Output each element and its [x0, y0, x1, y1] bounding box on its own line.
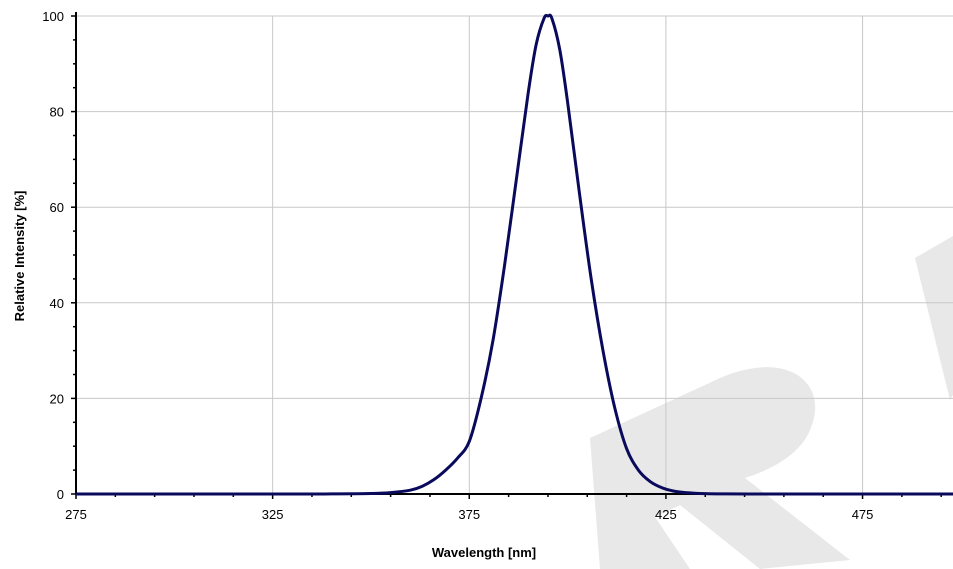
y-tick-label: 20: [50, 391, 64, 406]
grid: [76, 15, 953, 494]
x-tick-label: 425: [655, 507, 677, 522]
tick-labels: 275 325 375 425 475 0 20 40 60 80 100: [42, 9, 873, 522]
x-tick-label: 475: [852, 507, 874, 522]
x-axis-title: Wavelength [nm]: [432, 545, 536, 560]
watermark: [590, 236, 953, 569]
y-tick-label: 60: [50, 200, 64, 215]
y-tick-label: 80: [50, 105, 64, 120]
x-tick-label: 325: [262, 507, 284, 522]
x-tick-label: 275: [65, 507, 87, 522]
y-axis-title: Relative Intensity [%]: [12, 191, 27, 322]
y-tick-label: 100: [42, 9, 64, 24]
watermark-letter-r: [590, 367, 850, 569]
spectrum-line: [76, 13, 953, 496]
x-tick-label: 375: [458, 507, 480, 522]
axes: [75, 12, 953, 495]
watermark-letter-fragment: [915, 236, 953, 400]
y-tick-label: 0: [57, 487, 64, 502]
y-tick-label: 40: [50, 296, 64, 311]
